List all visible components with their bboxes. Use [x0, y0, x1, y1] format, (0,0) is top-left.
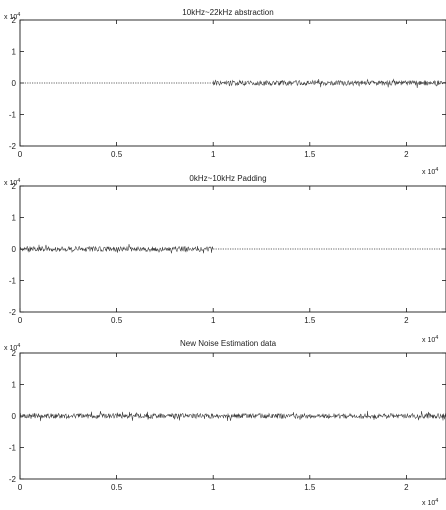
subplot-3-title: New Noise Estimation data — [180, 339, 277, 348]
y-tick-label: 2 — [12, 16, 17, 25]
signal-noise-segment — [19, 243, 214, 254]
subplot-3-signal — [19, 410, 446, 422]
y-tick-label: -2 — [9, 308, 17, 317]
subplot-3-x-ticks: 0 0.5 1 1.5 2 — [18, 353, 409, 492]
x-tick-label: 0 — [18, 150, 23, 159]
y-tick-label: 0 — [12, 79, 17, 88]
y-tick-label: -1 — [9, 277, 17, 286]
y-tick-label: 0 — [12, 412, 17, 421]
y-tick-label: 2 — [12, 182, 17, 191]
x-tick-label: 1.5 — [304, 150, 316, 159]
x-tick-label: 0.5 — [111, 150, 123, 159]
y-tick-label: 1 — [12, 214, 17, 223]
y-tick-label: 1 — [12, 48, 17, 57]
subplot-3: x 104 x 104 New Noise Estimation data 2 1… — [4, 335, 446, 507]
y-tick-label: -2 — [9, 142, 17, 151]
subplot-2-title: 0kHz~10kHz Padding — [189, 174, 266, 183]
subplot-1-signal — [20, 78, 446, 88]
signal-noise-segment — [19, 410, 446, 422]
y-tick-label: -1 — [9, 111, 17, 120]
x-tick-label: 1 — [211, 150, 216, 159]
y-tick-label: 2 — [12, 349, 17, 358]
signal-noise-segment — [212, 78, 446, 88]
subplot-2: x 104 0kHz~10kHz Padding 2 1 0 -1 -2 0 0.5 1 1.… — [4, 174, 446, 325]
x-tick-label: 1.5 — [304, 316, 316, 325]
x-tick-label: 0 — [18, 483, 23, 492]
subplot-2-signal — [19, 243, 446, 254]
subplot-2-x-ticks: 0 0.5 1 1.5 2 — [18, 186, 409, 325]
x-tick-label: 1 — [211, 316, 216, 325]
subplot-2-y-multiplier: x 104 — [4, 178, 20, 187]
subplot-1-x-multiplier: x 104 — [422, 167, 438, 176]
x-tick-label: 2 — [404, 150, 409, 159]
x-tick-label: 1 — [211, 483, 216, 492]
subplot-3-y-multiplier: x 104 — [4, 343, 20, 352]
y-tick-label: 1 — [12, 381, 17, 390]
x-tick-label: 0.5 — [111, 483, 123, 492]
y-tick-label: -2 — [9, 475, 17, 484]
subplot-1-x-ticks: 0 0.5 1 1.5 2 — [18, 20, 409, 159]
x-tick-label: 2 — [404, 483, 409, 492]
y-tick-label: -1 — [9, 444, 17, 453]
subplot-2-x-multiplier: x 104 — [422, 335, 438, 344]
subplot-1-title: 10kHz~22kHz abstraction — [182, 8, 273, 17]
subplot-3-x-multiplier: x 104 — [422, 498, 438, 507]
y-tick-label: 0 — [12, 245, 17, 254]
x-tick-label: 0 — [18, 316, 23, 325]
x-tick-label: 0.5 — [111, 316, 123, 325]
subplot-1-y-multiplier: x 104 — [4, 12, 20, 21]
x-tick-label: 2 — [404, 316, 409, 325]
x-tick-label: 1.5 — [304, 483, 316, 492]
